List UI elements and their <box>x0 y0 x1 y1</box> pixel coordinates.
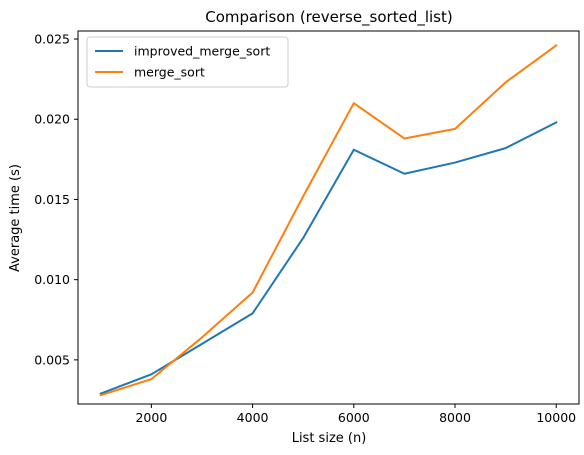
x-tick-label: 4000 <box>237 410 269 425</box>
y-axis-title: Average time (s) <box>8 164 23 272</box>
x-tick-label: 10000 <box>536 410 576 425</box>
legend-label: merge_sort <box>134 65 205 80</box>
y-tick-label: 0.015 <box>34 192 70 207</box>
chart-title: Comparison (reverse_sorted_list) <box>205 8 453 27</box>
axes-frame <box>77 30 580 405</box>
x-tick-label: 8000 <box>439 410 471 425</box>
series-line-improved_merge_sort <box>99 121 558 395</box>
legend-label: improved_merge_sort <box>134 44 270 59</box>
x-tick-label: 2000 <box>135 410 167 425</box>
y-tick-label: 0.025 <box>34 32 70 47</box>
y-tick-label: 0.010 <box>34 272 70 287</box>
series-line-merge_sort <box>99 44 558 397</box>
x-axis-title: List size (n) <box>292 431 367 446</box>
x-tick-label: 6000 <box>338 410 370 425</box>
legend-box <box>86 36 289 88</box>
legend: improved_merge_sort merge_sort <box>86 36 289 88</box>
y-tick-label: 0.005 <box>34 352 70 367</box>
plot-area: 2000 4000 6000 8000 10000 0.005 0.010 0.015 0.02… <box>34 30 580 425</box>
y-tick-label: 0.020 <box>34 112 70 127</box>
